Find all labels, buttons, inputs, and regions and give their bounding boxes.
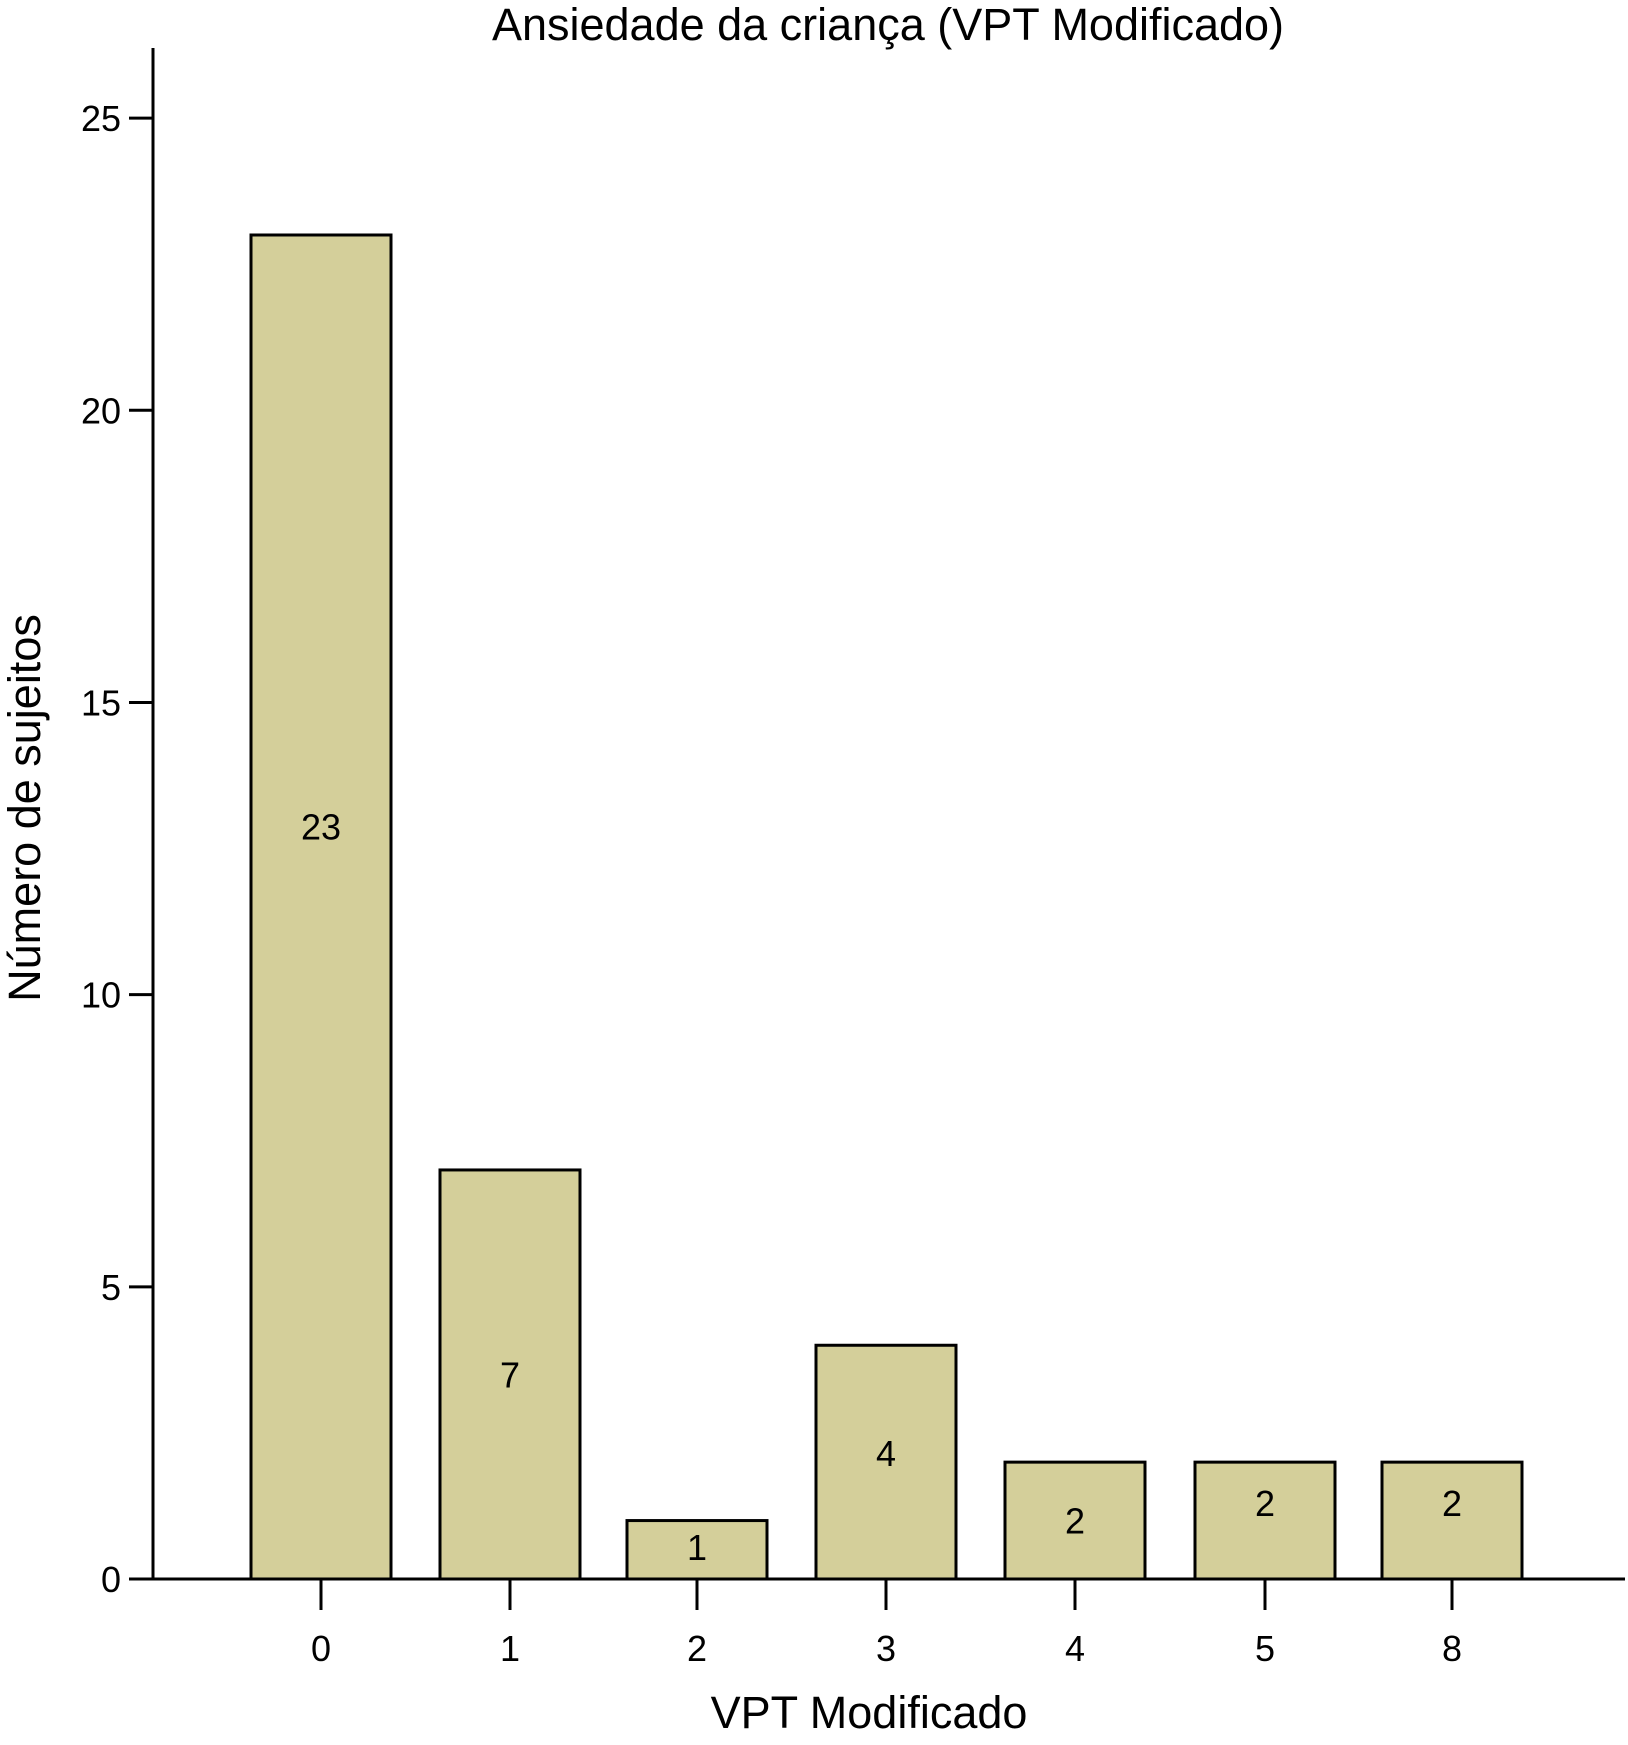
data-label-8: 2 bbox=[1442, 1483, 1462, 1524]
y-tick-label-10: 10 bbox=[81, 975, 121, 1016]
data-label-1: 7 bbox=[500, 1354, 520, 1395]
data-label-3: 4 bbox=[876, 1433, 896, 1474]
x-tick-label-4: 4 bbox=[1065, 1628, 1085, 1669]
bar-8 bbox=[1380, 1460, 1524, 1581]
data-label-2: 1 bbox=[687, 1527, 707, 1568]
x-axis-label: VPT Modificado bbox=[711, 1687, 1028, 1738]
y-tick-label-0: 0 bbox=[101, 1559, 121, 1600]
x-tick-label-3: 3 bbox=[876, 1628, 896, 1669]
y-ticks-group: 0 5 10 15 20 25 bbox=[81, 98, 153, 1600]
bar-0 bbox=[249, 233, 393, 1581]
x-tick-label-2: 2 bbox=[687, 1628, 707, 1669]
bar-1 bbox=[438, 1168, 582, 1581]
y-axis-label: Número de sujeitos bbox=[0, 614, 50, 1002]
chart-title: Ansiedade da criança (VPT Modificado) bbox=[492, 0, 1284, 50]
bar-3 bbox=[814, 1343, 958, 1581]
data-labels-group: 23 7 1 4 2 2 2 bbox=[301, 806, 1462, 1568]
y-tick-label-25: 25 bbox=[81, 98, 121, 139]
data-label-0: 23 bbox=[301, 806, 341, 847]
bar-4 bbox=[1003, 1460, 1147, 1581]
x-tick-label-1: 1 bbox=[500, 1628, 520, 1669]
data-label-5: 2 bbox=[1255, 1483, 1275, 1524]
data-label-4: 2 bbox=[1065, 1501, 1085, 1542]
x-tick-label-0: 0 bbox=[311, 1628, 331, 1669]
x-ticks-group: 0 1 2 3 4 5 8 bbox=[311, 1579, 1462, 1669]
x-tick-label-8: 8 bbox=[1442, 1628, 1462, 1669]
y-tick-label-20: 20 bbox=[81, 390, 121, 431]
bars-group bbox=[249, 233, 1524, 1581]
y-tick-label-15: 15 bbox=[81, 682, 121, 723]
y-tick-label-5: 5 bbox=[101, 1267, 121, 1308]
x-tick-label-5: 5 bbox=[1255, 1628, 1275, 1669]
